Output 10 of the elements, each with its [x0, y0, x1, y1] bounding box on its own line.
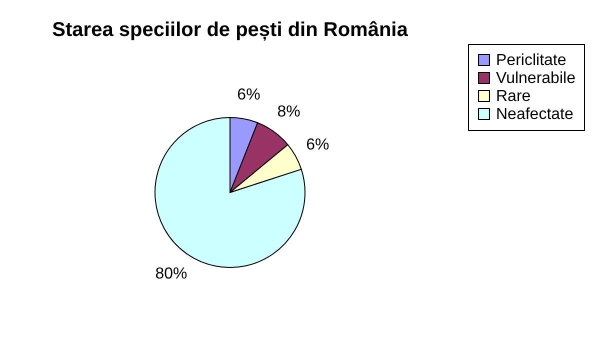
legend-label: Rare	[496, 88, 531, 105]
chart-title: Starea speciilor de pești din România	[52, 19, 409, 41]
legend-label: Vulnerabile	[496, 70, 576, 87]
data-label: 6%	[237, 86, 260, 104]
data-label: 8%	[277, 104, 300, 121]
pie-slice	[154, 117, 306, 268]
data-label: 6%	[306, 136, 330, 154]
legend-label: Periclitate	[496, 52, 566, 69]
data-label: 80%	[155, 265, 188, 282]
legend-label: Neafectate	[496, 106, 574, 123]
